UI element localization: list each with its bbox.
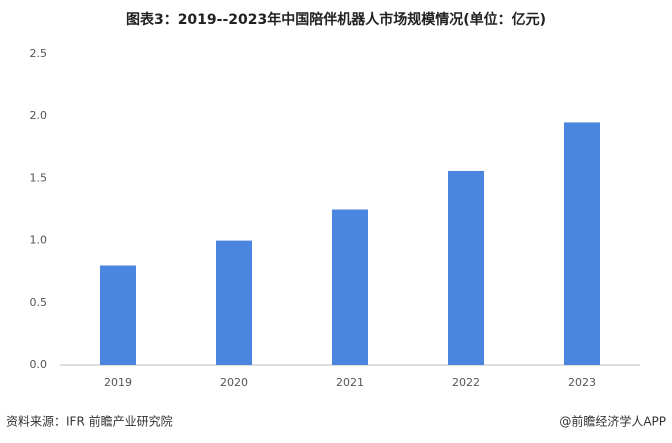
y-tick-label: 0.5 bbox=[30, 296, 48, 309]
y-tick-label: 1.0 bbox=[30, 234, 48, 247]
source: 资料来源：IFR 前瞻产业研究院 bbox=[6, 414, 173, 429]
x-tick-label: 2023 bbox=[568, 376, 596, 389]
chart-title: 图表3：2019--2023年中国陪伴机器人市场规模情况(单位：亿元) bbox=[126, 11, 546, 28]
x-tick-label: 2022 bbox=[452, 376, 480, 389]
bar bbox=[448, 170, 484, 365]
bar bbox=[332, 209, 368, 365]
bar bbox=[564, 122, 600, 365]
x-tick-label: 2019 bbox=[104, 376, 132, 389]
y-tick-label: 1.5 bbox=[30, 171, 48, 184]
bar bbox=[100, 265, 136, 365]
bar bbox=[216, 240, 252, 365]
y-tick-label: 2.5 bbox=[30, 47, 48, 60]
x-tick-label: 2021 bbox=[336, 376, 364, 389]
x-tick-label: 2020 bbox=[220, 376, 248, 389]
y-tick-label: 2.0 bbox=[30, 109, 48, 122]
credit: @前瞻经济学人APP bbox=[559, 414, 666, 429]
y-tick-label: 0.0 bbox=[30, 358, 48, 371]
